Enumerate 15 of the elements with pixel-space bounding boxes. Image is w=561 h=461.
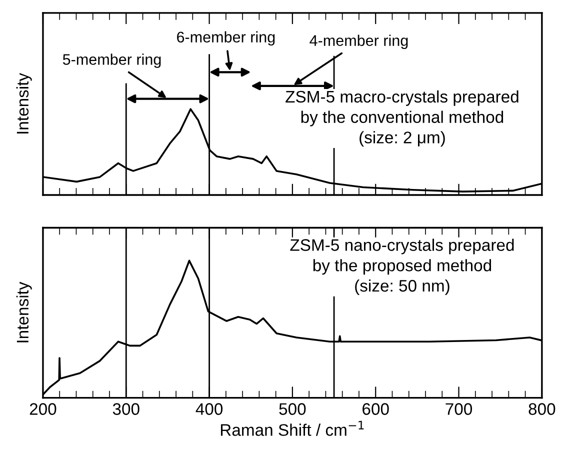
x-tick-label: 500 [279,403,306,415]
x-tick-label: 700 [446,403,472,415]
x-tick-label: 600 [362,403,389,415]
x-tick-label: 800 [528,403,556,415]
x-tick-label: 400 [196,403,223,415]
annotation: ZSM-5 macro-crystals prepared by the conventional method (size: 2 μm) [286,90,518,147]
text: 5-member ring [62,54,161,68]
x-tick-label: 200 [30,403,56,415]
text: 6-member ring [177,31,275,46]
y-axis-title: Intensity [16,72,32,134]
text: 4-member ring [310,34,408,49]
x-tick-label: 300 [112,403,140,415]
x-axis-title: Raman Shift / cm$^{−1}$ [220,420,364,436]
y-axis-title: Intensity [16,282,32,342]
annotation: ZSM-5 nano-crystals prepared by the proposed method (size: 50 nm) [290,238,514,295]
